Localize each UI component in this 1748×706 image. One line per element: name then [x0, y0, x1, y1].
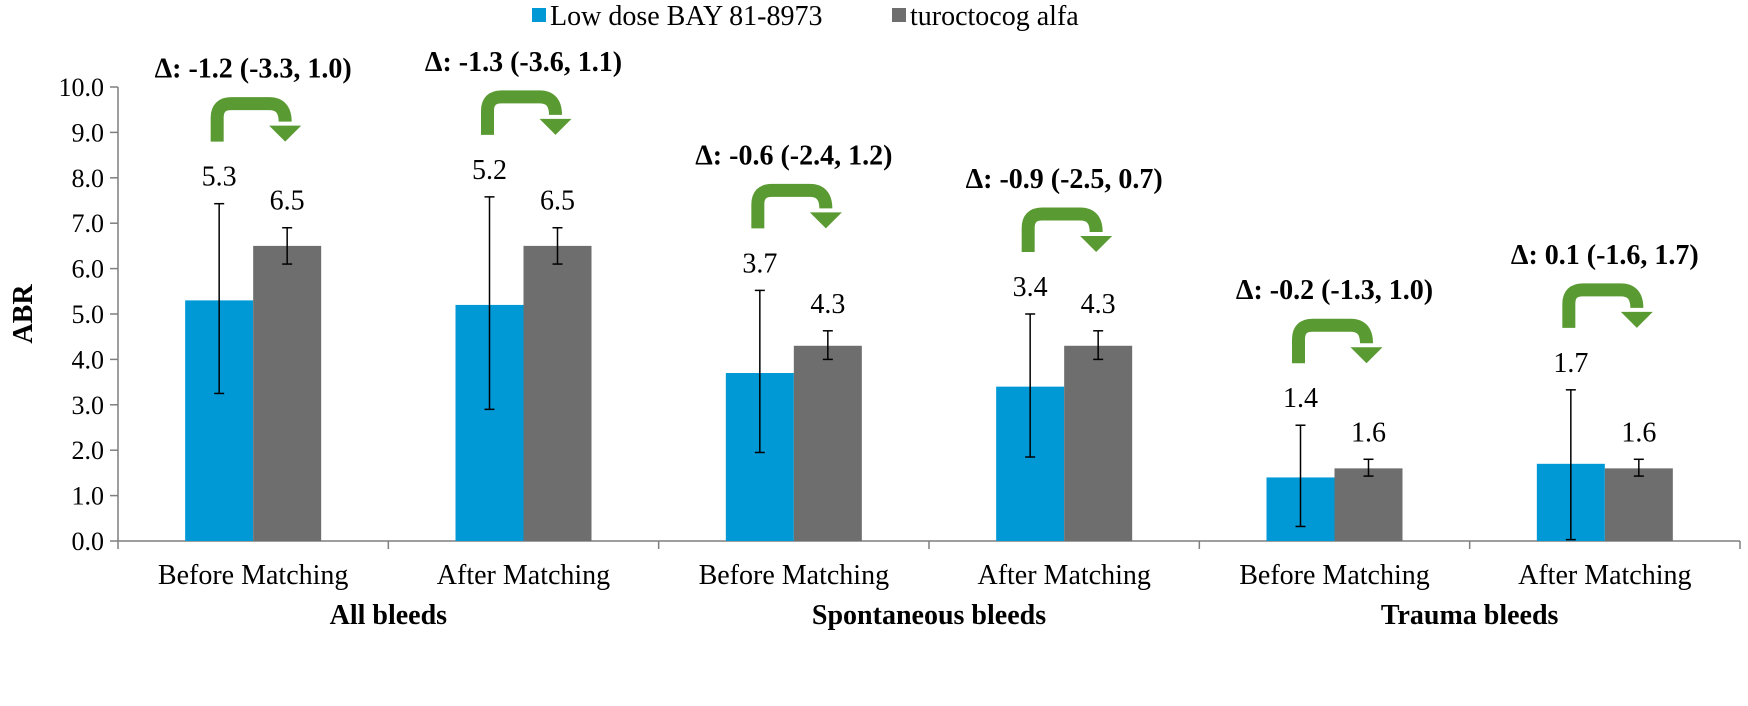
x-category-label: After Matching [1518, 560, 1691, 591]
y-tick-label: 5.0 [72, 300, 105, 329]
curved-arrow [751, 183, 833, 229]
data-label: 5.2 [472, 155, 507, 186]
y-tick-label: 2.0 [72, 436, 105, 465]
y-tick-label: 6.0 [72, 255, 105, 284]
bar-turoctocog [523, 245, 592, 541]
bar-turoctocog [1334, 468, 1403, 541]
bar-turoctocog [1604, 468, 1673, 541]
legend-label: Low dose BAY 81-8973 [550, 1, 822, 32]
x-category-label: After Matching [977, 560, 1150, 591]
curved-arrow [210, 97, 292, 142]
data-label: 3.4 [1013, 272, 1048, 303]
y-tick-label: 3.0 [72, 391, 105, 420]
x-category-label: Before Matching [1239, 560, 1430, 591]
y-tick-label: 10.0 [59, 73, 105, 102]
labels: 5.3 5.2 3.7 3.4 1.4 1.7 6.5 6.5 4.3 4.3 1.6 1.6 Δ: -… [155, 47, 1699, 448]
arrow-head [1350, 347, 1383, 364]
delta-annotation: Δ: -1.3 (-3.6, 1.1) [425, 47, 622, 78]
bar-turoctocog [793, 345, 862, 541]
data-label: 1.7 [1553, 348, 1588, 379]
legend: Low dose BAY 81-8973 turoctocog alfa [532, 1, 1079, 32]
data-label: 4.3 [1081, 289, 1116, 320]
data-label: 1.6 [1621, 417, 1656, 448]
data-label: 1.4 [1283, 383, 1318, 414]
data-label: 6.5 [270, 186, 305, 217]
bar-turoctocog [253, 245, 322, 541]
bar-turoctocog [1064, 345, 1133, 541]
x-category-label: Before Matching [158, 560, 349, 591]
data-label: 4.3 [810, 289, 845, 320]
data-label: 6.5 [540, 186, 575, 217]
curved-arrow [1562, 283, 1644, 328]
x-group-label: Trauma bleeds [1381, 600, 1559, 631]
delta-annotation: Δ: -0.9 (-2.5, 0.7) [966, 164, 1163, 195]
arrow-head [269, 125, 302, 142]
curved-arrow [1292, 318, 1373, 364]
data-label: 3.7 [742, 248, 777, 279]
delta-annotation: Δ: -1.2 (-3.3, 1.0) [155, 54, 352, 85]
arrow-head [539, 118, 572, 135]
arrows [210, 90, 1653, 364]
curved-arrow [1021, 207, 1103, 252]
y-tick-label: 1.0 [72, 482, 105, 511]
delta-annotation: Δ: -0.2 (-1.3, 1.0) [1236, 275, 1433, 306]
axes: 0.0 1.0 2.0 3.0 4.0 5.0 6.0 7.0 8.0 9.0 10.0 ABR Bef… [8, 73, 1741, 631]
y-tick-label: 9.0 [72, 118, 105, 147]
x-category-label: After Matching [437, 560, 610, 591]
y-axis-label: ABR [8, 284, 39, 344]
delta-annotation: Δ: 0.1 (-1.6, 1.7) [1511, 240, 1699, 271]
data-label: 1.6 [1351, 417, 1386, 448]
delta-annotation: Δ: -0.6 (-2.4, 1.2) [695, 140, 892, 171]
x-group-label: All bleeds [330, 600, 448, 631]
legend-label: turoctocog alfa [910, 1, 1079, 32]
data-label: 5.3 [202, 162, 237, 193]
y-tick-label: 0.0 [72, 527, 105, 556]
legend-swatch [892, 8, 906, 22]
curved-arrow [481, 90, 562, 135]
legend-swatch [532, 8, 546, 22]
arrow-head [1080, 236, 1113, 252]
y-tick-label: 8.0 [72, 164, 105, 193]
y-tick-label: 7.0 [72, 209, 105, 238]
y-tick-label: 4.0 [72, 345, 105, 374]
arrow-head [809, 212, 842, 229]
x-category-label: Before Matching [699, 560, 890, 591]
x-group-label: Spontaneous bleeds [812, 600, 1046, 631]
bars [185, 196, 1673, 541]
arrow-head [1620, 311, 1653, 328]
